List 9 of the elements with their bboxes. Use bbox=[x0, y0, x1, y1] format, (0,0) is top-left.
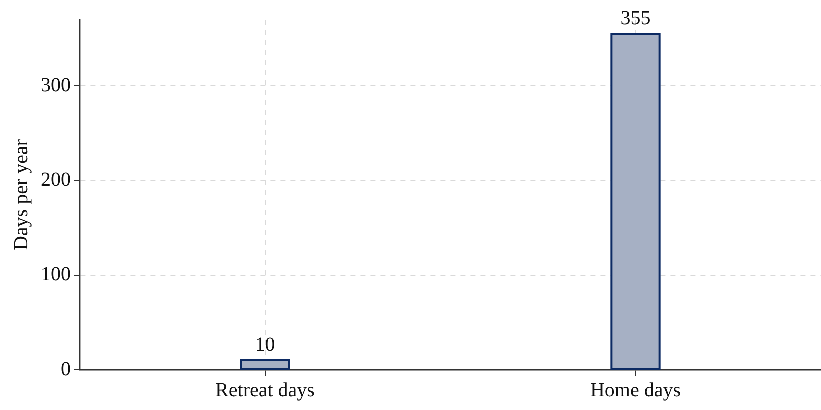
data-label: 355 bbox=[620, 7, 651, 30]
y-axis-title: Days per year bbox=[10, 139, 32, 251]
data-label: 10 bbox=[255, 334, 276, 356]
x-tick-label: Home days bbox=[590, 379, 682, 402]
y-tick-label: 0 bbox=[61, 358, 71, 380]
y-tick-label: 200 bbox=[41, 169, 71, 192]
y-tick-label: 100 bbox=[41, 264, 71, 286]
y-tick-label: 300 bbox=[41, 74, 71, 96]
x-tick-label: Retreat days bbox=[216, 379, 316, 402]
